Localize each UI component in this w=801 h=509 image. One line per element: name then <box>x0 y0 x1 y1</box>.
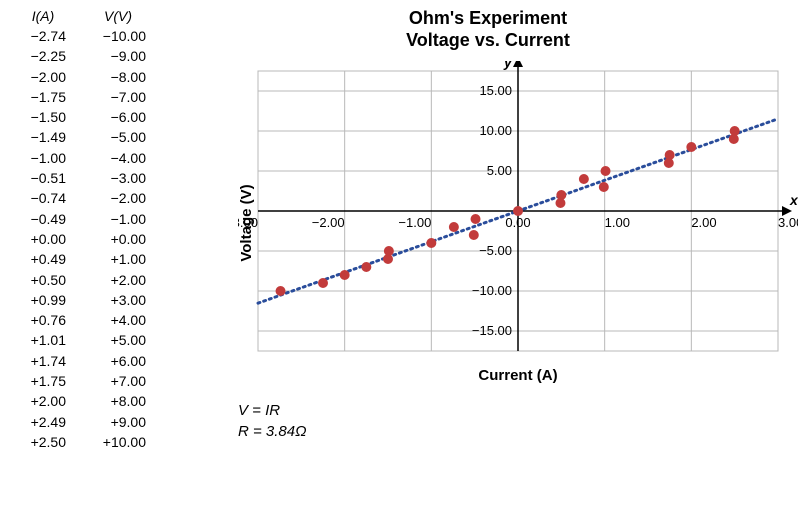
cell-current: +0.99 <box>8 290 78 310</box>
cell-current: +1.01 <box>8 330 78 350</box>
cell-voltage: +10.00 <box>78 432 158 452</box>
cell-voltage: +9.00 <box>78 412 158 432</box>
cell-voltage: −10.00 <box>78 26 158 46</box>
svg-text:2.00: 2.00 <box>691 215 716 230</box>
cell-current: −1.75 <box>8 87 78 107</box>
scatter-plot: −3.00−2.00−1.000.001.002.003.00−15.00−10… <box>238 61 798 361</box>
table-row: −1.75−7.00 <box>8 87 158 107</box>
table-row: −1.50−6.00 <box>8 107 158 127</box>
cell-current: +0.76 <box>8 310 78 330</box>
cell-voltage: +0.00 <box>78 229 158 249</box>
table-row: −2.00−8.00 <box>8 67 158 87</box>
svg-text:−5.00: −5.00 <box>479 243 512 258</box>
svg-text:−2.00: −2.00 <box>312 215 345 230</box>
cell-current: −2.25 <box>8 46 78 66</box>
cell-voltage: +1.00 <box>78 249 158 269</box>
table-row: +2.00+8.00 <box>8 391 158 411</box>
svg-text:y: y <box>503 61 513 70</box>
col-header-current: I(A) <box>8 8 78 24</box>
table-row: +2.50+10.00 <box>8 432 158 452</box>
x-axis-label: Current (A) <box>238 367 798 384</box>
cell-voltage: +6.00 <box>78 351 158 371</box>
cell-current: −2.00 <box>8 67 78 87</box>
cell-current: +0.00 <box>8 229 78 249</box>
cell-voltage: +7.00 <box>78 371 158 391</box>
cell-current: +2.49 <box>8 412 78 432</box>
cell-voltage: −5.00 <box>78 127 158 147</box>
cell-voltage: −9.00 <box>78 46 158 66</box>
table-row: −0.49−1.00 <box>8 209 158 229</box>
table-row: −2.74−10.00 <box>8 26 158 46</box>
data-table: I(A) V(V) −2.74−10.00−2.25−9.00−2.00−8.0… <box>8 8 158 501</box>
table-row: +0.00+0.00 <box>8 229 158 249</box>
table-row: +1.75+7.00 <box>8 371 158 391</box>
table-row: −1.49−5.00 <box>8 127 158 147</box>
cell-voltage: +8.00 <box>78 391 158 411</box>
svg-text:10.00: 10.00 <box>479 123 512 138</box>
cell-voltage: +3.00 <box>78 290 158 310</box>
table-row: +0.76+4.00 <box>8 310 158 330</box>
cell-current: −1.49 <box>8 127 78 147</box>
chart-title-line1: Ohm's Experiment <box>178 8 798 30</box>
cell-voltage: −1.00 <box>78 209 158 229</box>
cell-current: −0.51 <box>8 168 78 188</box>
cell-voltage: +4.00 <box>78 310 158 330</box>
table-row: +1.74+6.00 <box>8 351 158 371</box>
cell-current: +0.49 <box>8 249 78 269</box>
cell-voltage: +5.00 <box>78 330 158 350</box>
cell-voltage: −7.00 <box>78 87 158 107</box>
table-row: +0.49+1.00 <box>8 249 158 269</box>
equations: V = IR R = 3.84Ω <box>238 400 798 442</box>
cell-voltage: −2.00 <box>78 188 158 208</box>
cell-voltage: −3.00 <box>78 168 158 188</box>
cell-current: +0.50 <box>8 270 78 290</box>
svg-text:5.00: 5.00 <box>487 163 512 178</box>
svg-text:x: x <box>789 192 798 208</box>
table-row: −2.25−9.00 <box>8 46 158 66</box>
chart-title-line2: Voltage vs. Current <box>178 30 798 52</box>
table-row: +2.49+9.00 <box>8 412 158 432</box>
cell-voltage: −6.00 <box>78 107 158 127</box>
svg-text:−15.00: −15.00 <box>472 323 512 338</box>
cell-current: −0.74 <box>8 188 78 208</box>
cell-voltage: −8.00 <box>78 67 158 87</box>
cell-current: −1.00 <box>8 148 78 168</box>
cell-current: +2.00 <box>8 391 78 411</box>
chart-title: Ohm's Experiment Voltage vs. Current <box>178 8 798 51</box>
equation-r: R = 3.84Ω <box>238 421 798 442</box>
equation-vir: V = IR <box>238 400 798 421</box>
table-row: −0.74−2.00 <box>8 188 158 208</box>
table-row: −1.00−4.00 <box>8 148 158 168</box>
cell-current: +2.50 <box>8 432 78 452</box>
cell-current: −0.49 <box>8 209 78 229</box>
cell-voltage: −4.00 <box>78 148 158 168</box>
chart-area: Ohm's Experiment Voltage vs. Current Vol… <box>158 8 798 501</box>
svg-text:1.00: 1.00 <box>605 215 630 230</box>
cell-current: +1.74 <box>8 351 78 371</box>
col-header-voltage: V(V) <box>78 8 158 24</box>
svg-text:3.00: 3.00 <box>778 215 798 230</box>
table-body: −2.74−10.00−2.25−9.00−2.00−8.00−1.75−7.0… <box>8 26 158 452</box>
cell-voltage: +2.00 <box>78 270 158 290</box>
table-row: −0.51−3.00 <box>8 168 158 188</box>
table-row: +0.50+2.00 <box>8 270 158 290</box>
svg-text:15.00: 15.00 <box>479 83 512 98</box>
y-axis-label: Voltage (V) <box>238 184 255 261</box>
svg-text:−1.00: −1.00 <box>398 215 431 230</box>
cell-current: −1.50 <box>8 107 78 127</box>
table-header: I(A) V(V) <box>8 8 158 24</box>
cell-current: +1.75 <box>8 371 78 391</box>
table-row: +0.99+3.00 <box>8 290 158 310</box>
plot-wrapper: Voltage (V) −3.00−2.00−1.000.001.002.003… <box>238 61 798 384</box>
cell-current: −2.74 <box>8 26 78 46</box>
table-row: +1.01+5.00 <box>8 330 158 350</box>
svg-text:−10.00: −10.00 <box>472 283 512 298</box>
